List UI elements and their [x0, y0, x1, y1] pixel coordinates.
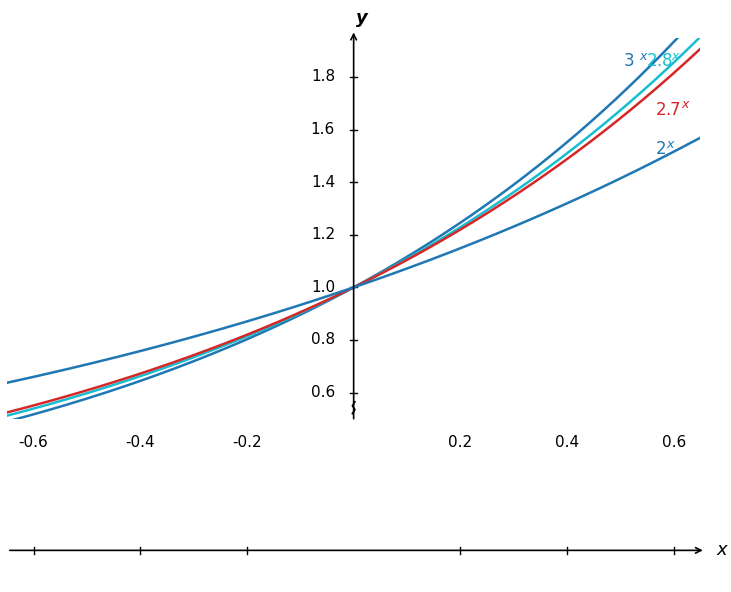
Text: $x$: $x$ [639, 50, 649, 63]
Text: -0.4: -0.4 [126, 435, 155, 450]
Text: $3$: $3$ [623, 53, 635, 70]
Text: $x$: $x$ [681, 98, 691, 111]
Text: -0.6: -0.6 [19, 435, 48, 450]
Text: 1.2: 1.2 [311, 227, 335, 242]
Text: 1.4: 1.4 [311, 175, 335, 189]
Text: 0.8: 0.8 [311, 333, 335, 348]
Text: -0.2: -0.2 [232, 435, 262, 450]
Text: y: y [356, 9, 368, 27]
Text: 0.6: 0.6 [662, 435, 686, 450]
Text: 1.0: 1.0 [311, 280, 335, 295]
Text: $x$: $x$ [671, 50, 681, 63]
Text: 0.2: 0.2 [448, 435, 472, 450]
Text: 1.6: 1.6 [311, 122, 335, 137]
Text: x: x [716, 541, 727, 559]
Text: $x$: $x$ [666, 137, 675, 150]
Text: $2.7$: $2.7$ [655, 101, 681, 119]
Text: $2$: $2$ [655, 140, 666, 159]
Text: 0.4: 0.4 [555, 435, 579, 450]
Text: 0.6: 0.6 [311, 385, 335, 400]
Text: $2.8$: $2.8$ [646, 53, 673, 70]
Text: 1.8: 1.8 [311, 69, 335, 85]
